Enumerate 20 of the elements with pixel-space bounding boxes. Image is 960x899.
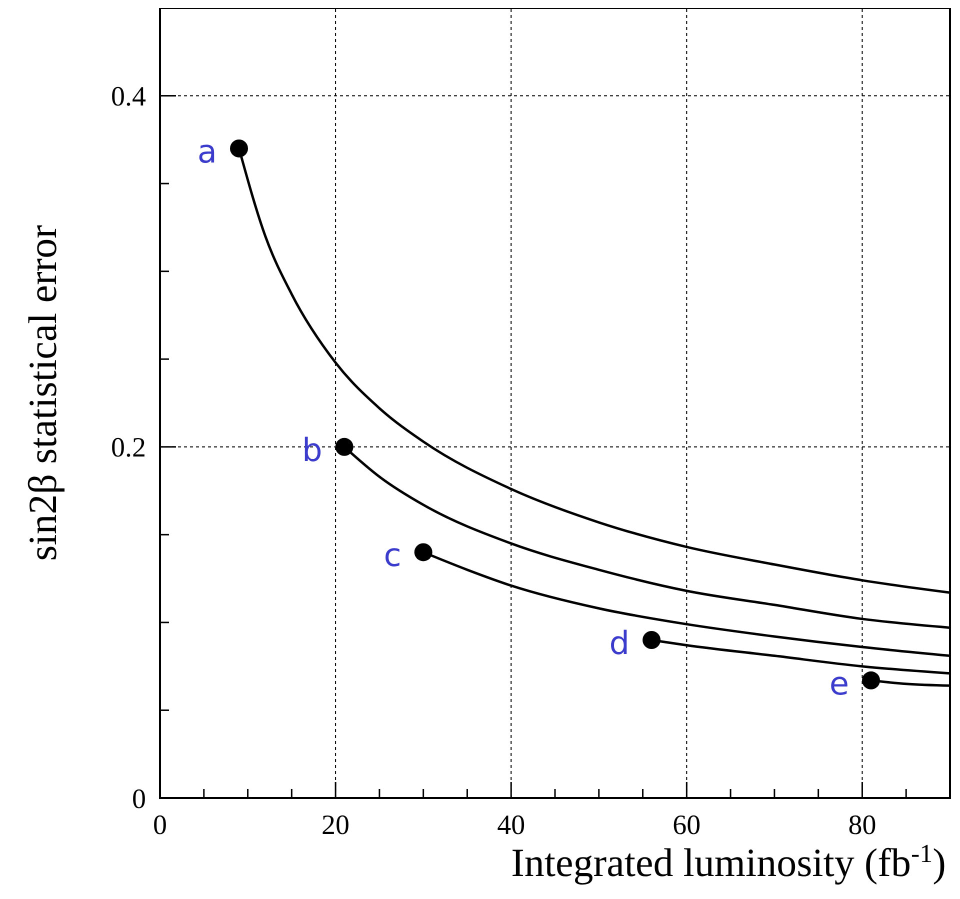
y-tick-label: 0.2 [111,432,146,464]
point [335,438,354,456]
x-tick-label: 80 [848,810,876,841]
y-tick-label: 0 [132,784,146,815]
x-tick-label: 60 [672,810,701,841]
x-tick-label: 0 [153,810,167,841]
x-tick-label: 40 [497,810,526,841]
x-tick-label: 20 [322,810,350,841]
annotation: d [609,624,630,662]
annotation: c [384,536,402,574]
y-tick-label: 0.4 [111,82,146,113]
annotation: e [829,664,849,702]
annotation: b [302,430,322,469]
point [862,671,880,690]
x-axis-title: Integrated luminosity (fb$^{-1}$) [511,838,946,885]
y-axis-title: sin2β statistical error [20,225,65,561]
point [414,543,432,562]
annotation: a [197,132,217,170]
point [230,139,248,158]
point [642,631,661,649]
